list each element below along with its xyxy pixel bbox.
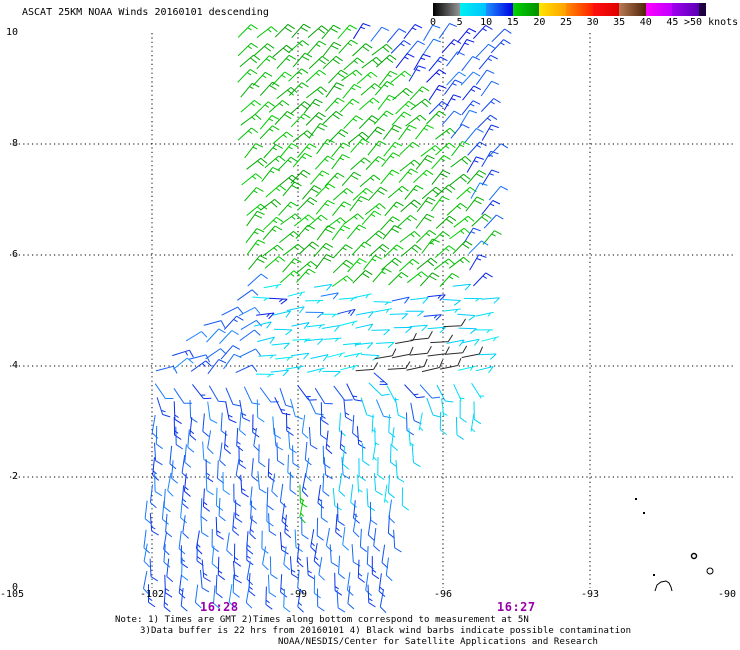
y-axis-label-2: 2 bbox=[11, 471, 18, 482]
colorbar-label-30: 30 bbox=[586, 17, 599, 28]
colorbar-segment-35-40 bbox=[619, 3, 646, 16]
colorbar-label-20: 20 bbox=[533, 17, 546, 28]
colorbar-label-10: 10 bbox=[480, 17, 493, 28]
colorbar-segment-10-15 bbox=[486, 3, 513, 16]
swath-time-label-2: 16:27 bbox=[497, 600, 536, 614]
x-axis-label--90: -90 bbox=[717, 589, 737, 600]
colorbar-segment-25-30 bbox=[565, 3, 593, 16]
x-axis-label--105: -105 bbox=[0, 589, 25, 600]
colorbar-end-cap bbox=[698, 3, 706, 16]
y-axis-label-10: 10 bbox=[5, 27, 18, 38]
colorbar-label-35: 35 bbox=[613, 17, 626, 28]
colorbar-label-5: 5 bbox=[456, 17, 463, 28]
colorbar-segment-20-25 bbox=[539, 3, 566, 16]
colorbar-segment-30-35 bbox=[592, 3, 620, 16]
colorbar-segment-15-20 bbox=[512, 3, 540, 16]
x-axis-label--102: -102 bbox=[139, 589, 165, 600]
x-axis-label--96: -96 bbox=[433, 589, 453, 600]
x-axis-label--99: -99 bbox=[288, 589, 308, 600]
colorbar-segment-45-50 bbox=[672, 3, 699, 16]
note-line-1: Note: 1) Times are GMT 2)Times along bot… bbox=[115, 615, 529, 625]
dotted-gridlines bbox=[10, 33, 735, 588]
note-line-2: 3)Data buffer is 22 hrs from 20160101 4)… bbox=[140, 626, 632, 636]
colorbar-label-0: 0 bbox=[429, 17, 437, 28]
colorbar-label-45: 45 bbox=[666, 17, 679, 28]
y-axis-label-4: 4 bbox=[11, 360, 18, 371]
note-line-3: NOAA/NESDIS/Center for Satellite Applica… bbox=[278, 637, 599, 647]
wind-speed-colorbar bbox=[433, 3, 706, 16]
page-title: ASCAT 25KM NOAA Winds 20160101 descendin… bbox=[22, 7, 269, 18]
galapagos-coastline bbox=[635, 498, 714, 592]
colorbar-label-50knots: >50 knots bbox=[684, 17, 739, 28]
y-axis-label-0: 0 bbox=[11, 582, 18, 593]
y-axis-label-8: 8 bbox=[11, 138, 18, 149]
colorbar-segment-5-10 bbox=[459, 3, 487, 16]
colorbar-segment-40-45 bbox=[645, 3, 673, 16]
colorbar-label-15: 15 bbox=[506, 17, 519, 28]
swath-time-label-1: 16:28 bbox=[200, 600, 239, 614]
y-axis-label-6: 6 bbox=[11, 249, 18, 260]
colorbar-label-25: 25 bbox=[559, 17, 573, 28]
colorbar-label-40: 40 bbox=[639, 17, 652, 28]
wind-barbs bbox=[143, 23, 512, 613]
x-axis-label--93: -93 bbox=[580, 589, 600, 600]
colorbar-segment-0-5 bbox=[433, 3, 460, 16]
